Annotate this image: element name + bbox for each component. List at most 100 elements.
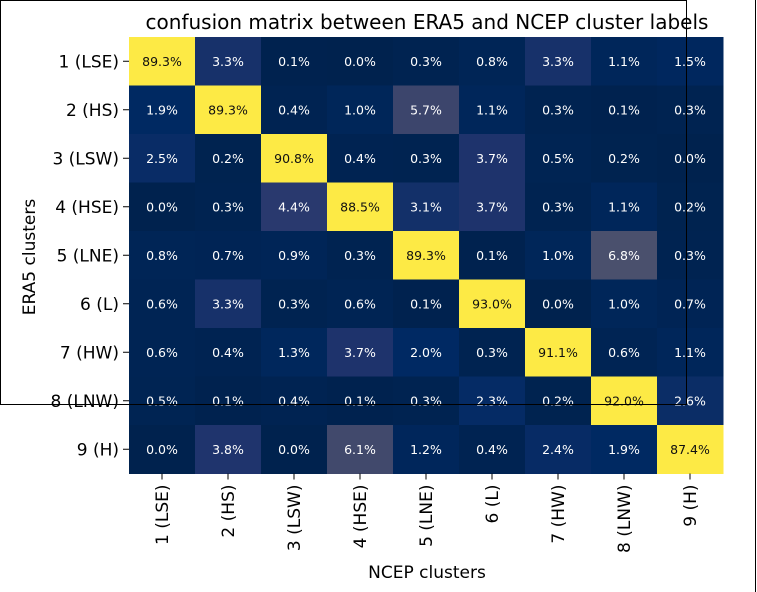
cell-value-label: 1.3% [278,345,310,360]
heatmap-cell [591,376,658,426]
y-tick-label: 2 (HS) [66,101,119,121]
cell-value-label: 0.2% [212,151,244,166]
heatmap-cell [195,37,262,86]
heatmap-cell [459,182,526,232]
cell-value-label: 0.2% [674,199,706,214]
cell-value-label: 0.0% [542,296,574,311]
heatmap-cell [591,231,658,280]
cell-value-label: 2.3% [476,393,508,408]
heatmap-cell [525,85,592,135]
heatmap-cell [393,425,460,474]
cell-value-label: 0.6% [146,296,178,311]
heatmap-cell [459,328,526,377]
heatmap-cell [459,376,526,426]
overlay-box-right-edge [686,0,687,405]
cell-value-label: 0.6% [344,296,376,311]
cell-value-label: 0.3% [542,199,574,214]
heatmap-cell [129,376,196,426]
heatmap-cell [327,425,394,474]
heatmap-cell [261,376,328,426]
y-tick-label: 9 (H) [77,440,119,460]
heatmap-cell [459,279,526,329]
cell-value-label: 1.1% [608,199,640,214]
heatmap-cell [393,231,460,280]
heatmap-cell [657,279,724,329]
heatmap-cell [327,279,394,329]
cell-value-label: 0.1% [476,248,508,263]
cell-value-label: 3.7% [476,199,508,214]
cell-value-label: 0.3% [410,54,442,69]
cell-value-label: 0.0% [674,151,706,166]
chart-title: confusion matrix between ERA5 and NCEP c… [146,10,709,34]
cell-value-label: 0.3% [410,151,442,166]
cell-value-label: 0.3% [674,248,706,263]
heatmap-cell [129,37,196,86]
heatmap-cell [393,182,460,232]
heatmap-cell [129,85,196,135]
y-tick-label: 7 (HW) [60,343,119,363]
cell-value-label: 0.2% [542,393,574,408]
heatmap-cell [195,279,262,329]
cell-value-label: 0.8% [476,54,508,69]
cell-value-label: 3.7% [476,151,508,166]
cell-value-label: 0.5% [542,151,574,166]
cell-value-label: 1.1% [476,102,508,117]
heatmap-cell [327,85,394,135]
heatmap-cell [459,425,526,474]
heatmap-cell [327,328,394,377]
cell-value-label: 89.3% [406,248,446,263]
cell-value-label: 2.5% [146,151,178,166]
heatmap-cell [657,376,724,426]
cell-value-label: 1.0% [344,102,376,117]
heatmap-cell [261,85,328,135]
cell-value-label: 1.0% [608,296,640,311]
y-tick-label: 1 (LSE) [59,52,120,72]
cell-value-label: 0.4% [476,442,508,457]
cell-value-label: 0.4% [344,151,376,166]
heatmap-cell [261,279,328,329]
cell-value-label: 1.9% [146,102,178,117]
heatmap-cell [129,279,196,329]
heatmap-cell [657,425,724,474]
heatmap-cell [393,134,460,183]
heatmap-cell [327,376,394,426]
heatmap-cell [261,134,328,183]
cell-value-label: 3.3% [212,296,244,311]
x-tick-label: 4 (HSE) [351,485,371,549]
heatmap-cell [459,85,526,135]
heatmap-cell [129,182,196,232]
heatmap-cell [459,134,526,183]
cell-value-label: 0.7% [212,248,244,263]
x-tick-label: 1 (LSE) [153,485,173,546]
cell-value-label: 0.1% [608,102,640,117]
x-tick-label: 7 (HW) [549,485,569,544]
cell-value-label: 93.0% [472,296,512,311]
overlay-box-top-edge [0,0,687,1]
overlay-box-left-edge [0,0,1,405]
y-tick-labels: 1 (LSE) 2 (HS) 3 (LSW) 4 (HSE) 5 (LNE) 6 (L) 7… [51,52,129,460]
cell-value-label: 0.3% [212,199,244,214]
heatmap-cell [327,182,394,232]
heatmap-cell [129,134,196,183]
y-tick-label: 6 (L) [80,295,119,315]
cell-value-label: 0.1% [212,393,244,408]
cell-value-label: 6.8% [608,248,640,263]
heatmap-cell [261,328,328,377]
cell-value-label: 5.7% [410,102,442,117]
heatmap-cell [657,37,724,86]
heatmap-cell [591,37,658,86]
cell-value-label: 0.3% [542,102,574,117]
cell-value-label: 0.6% [608,345,640,360]
cell-value-label: 0.0% [146,199,178,214]
heatmap-cell [327,37,394,86]
cell-value-label: 4.4% [278,199,310,214]
heatmap-cell [525,231,592,280]
cell-value-label: 0.2% [608,151,640,166]
cell-value-label: 0.4% [212,345,244,360]
heatmap-cell [195,425,262,474]
y-tick-label: 5 (LNE) [57,246,119,266]
heatmap-cell [129,328,196,377]
cell-value-label: 1.9% [608,442,640,457]
